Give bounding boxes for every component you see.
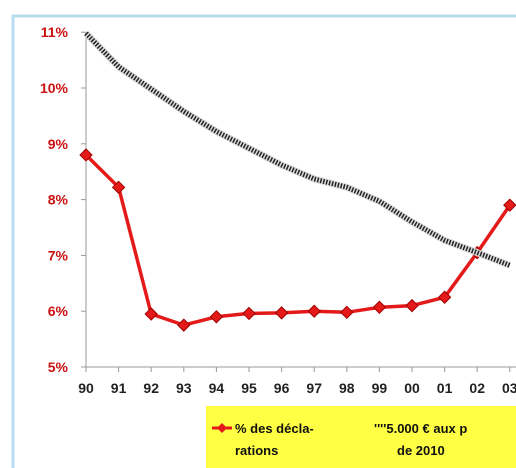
- legend-label: rations: [235, 443, 278, 458]
- y-tick-label: 9%: [48, 136, 69, 152]
- legend-box: [206, 406, 516, 468]
- y-tick-label: 6%: [48, 303, 69, 319]
- y-tick-label: 11%: [41, 24, 69, 40]
- x-tick-label: 01: [437, 380, 453, 396]
- series-0-point: [145, 308, 157, 320]
- legend-label: de 2010: [397, 443, 445, 458]
- x-tick-label: 97: [306, 380, 322, 396]
- series-0-point: [178, 319, 190, 331]
- series-0-point: [243, 307, 255, 319]
- x-tick-label: 00: [404, 380, 420, 396]
- legend-label: % des décla-: [235, 421, 314, 436]
- series-0-point: [276, 307, 288, 319]
- series-0-point: [341, 306, 353, 318]
- x-tick-label: 02: [469, 380, 485, 396]
- series-0-point: [308, 305, 320, 317]
- series-0-point: [406, 300, 418, 312]
- y-tick-label: 8%: [48, 192, 69, 208]
- y-tick-label: 7%: [48, 247, 69, 263]
- series-0-point: [210, 311, 222, 323]
- y-tick-label: 5%: [48, 359, 69, 375]
- legend-label: ''''5.000 € aux p: [374, 421, 467, 436]
- x-tick-label: 96: [274, 380, 290, 396]
- series-1-line: [86, 33, 510, 265]
- series-1-halo: [86, 33, 510, 265]
- x-tick-label: 94: [209, 380, 225, 396]
- x-tick-label: 99: [372, 380, 388, 396]
- x-tick-label: 98: [339, 380, 355, 396]
- x-tick-label: 93: [176, 380, 192, 396]
- x-tick-label: 95: [241, 380, 257, 396]
- x-tick-label: 90: [78, 380, 94, 396]
- series-0-point: [373, 301, 385, 313]
- x-tick-label: 03: [502, 380, 516, 396]
- y-tick-label: 10%: [40, 80, 69, 96]
- x-tick-label: 91: [111, 380, 127, 396]
- x-tick-label: 92: [143, 380, 159, 396]
